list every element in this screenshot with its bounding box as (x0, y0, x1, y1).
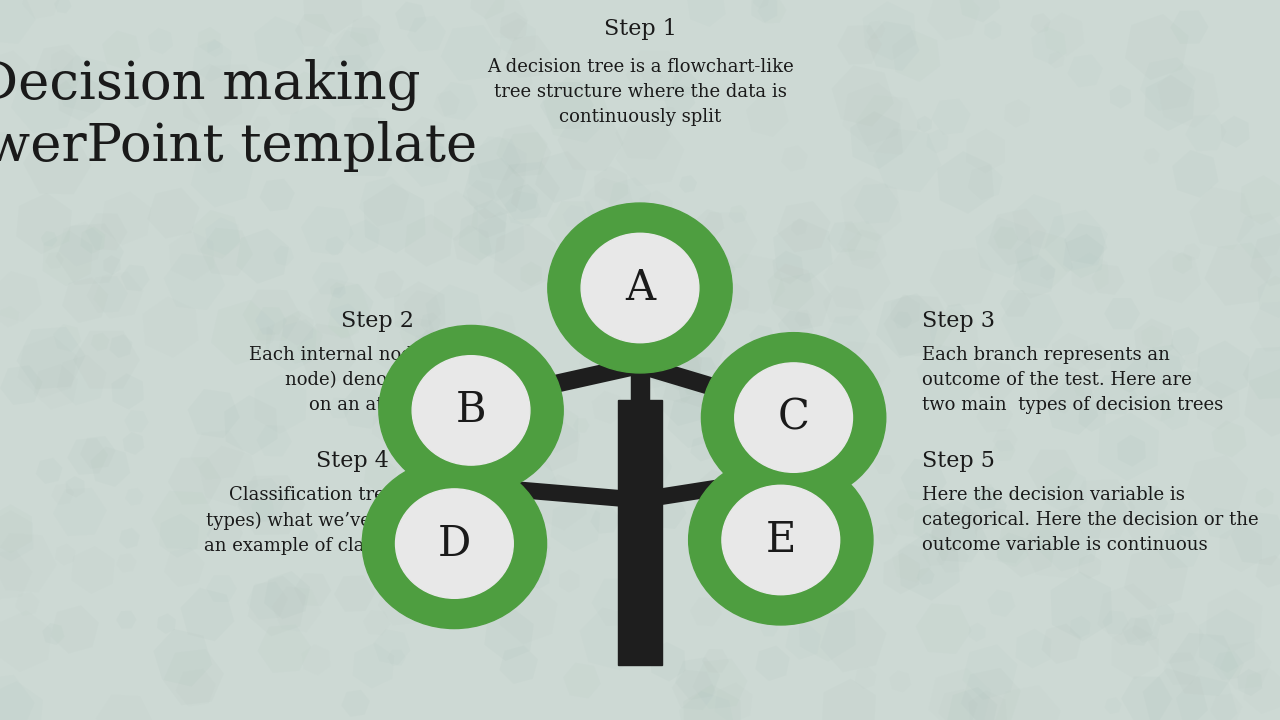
Text: A: A (625, 267, 655, 309)
Text: B: B (456, 390, 486, 431)
Ellipse shape (379, 325, 563, 495)
Text: Decision making
PowerPoint template: Decision making PowerPoint template (0, 59, 477, 171)
Ellipse shape (735, 363, 852, 472)
Text: Classification trees (yes/no
types) what we’ve seen above is
an example of class: Classification trees (yes/no types) what… (204, 486, 500, 554)
Text: D: D (438, 523, 471, 564)
Text: Step 4: Step 4 (316, 450, 388, 472)
Ellipse shape (701, 333, 886, 503)
Text: Step 1: Step 1 (604, 18, 676, 40)
Text: C: C (778, 397, 809, 438)
Text: E: E (765, 519, 796, 561)
Ellipse shape (548, 203, 732, 373)
Ellipse shape (362, 459, 547, 629)
Text: Each internal node(decision
node) denotes a test
on an attribute: Each internal node(decision node) denote… (250, 346, 506, 413)
FancyBboxPatch shape (618, 400, 662, 665)
Ellipse shape (722, 485, 840, 595)
Ellipse shape (412, 356, 530, 465)
Ellipse shape (689, 455, 873, 625)
Text: Step 3: Step 3 (922, 310, 995, 332)
Text: A decision tree is a flowchart-like
tree structure where the data is
continuousl: A decision tree is a flowchart-like tree… (486, 58, 794, 125)
Text: Step 2: Step 2 (342, 310, 413, 332)
Ellipse shape (581, 233, 699, 343)
Ellipse shape (396, 489, 513, 598)
Text: Step 5: Step 5 (922, 450, 995, 472)
Text: Each branch represents an
outcome of the test. Here are
two main  types of decis: Each branch represents an outcome of the… (922, 346, 1222, 413)
Text: Here the decision variable is
categorical. Here the decision or the
outcome vari: Here the decision variable is categorica… (922, 486, 1258, 554)
